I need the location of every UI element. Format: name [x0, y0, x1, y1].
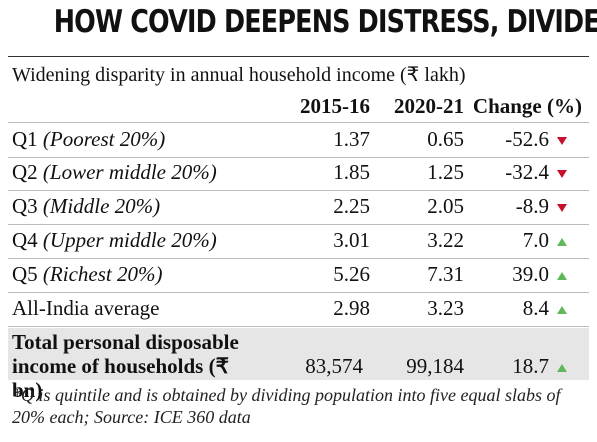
- value-cell: 3.22: [427, 228, 464, 252]
- value-cell: 7.0: [522, 228, 549, 252]
- value-cell: 8.4: [522, 296, 549, 320]
- down-arrow: [557, 137, 567, 145]
- value-cell: 3.23: [427, 296, 464, 320]
- value-cell: -32.4: [505, 160, 549, 184]
- table-row: Q5 (Richest 20%) 5.26 7.31 39.0: [8, 258, 589, 293]
- value-cell: 1.37: [333, 127, 370, 151]
- value-cell: 2.25: [333, 194, 370, 218]
- footnote: *Q is quintile and is obtained by dividi…: [12, 385, 561, 427]
- quintile: Q1: [12, 127, 38, 151]
- table-row: Q3 (Middle 20%) 2.25 2.05 -8.9: [8, 190, 589, 225]
- row-label: Q3 (Middle 20%): [12, 194, 160, 219]
- table-row: All-India average 2.98 3.23 8.4: [8, 292, 589, 327]
- up-arrow: [557, 238, 567, 246]
- rule: [8, 56, 589, 57]
- up-arrow: [557, 272, 567, 280]
- value-cell: 2.05: [427, 194, 464, 218]
- row-label: All-India average: [12, 296, 160, 321]
- group: (Lower middle 20%): [42, 160, 217, 184]
- up-arrow: [557, 364, 567, 372]
- quintile: All-India average: [12, 296, 160, 320]
- value-cell: 39.0: [512, 262, 549, 286]
- value-cell: 5.26: [333, 262, 370, 286]
- subtitle: Widening disparity in annual household i…: [12, 64, 466, 86]
- total-row: Total personal disposable income of hous…: [8, 328, 589, 402]
- table-row: Q1 (Poorest 20%) 1.37 0.65 -52.6: [8, 122, 589, 158]
- value-cell: -8.9: [515, 194, 549, 218]
- value-cell: 2.98: [333, 296, 370, 320]
- quintile: Q5: [12, 262, 38, 286]
- header-row: 2015-16 2020-21 Change (%): [8, 92, 589, 122]
- total-value: 99,184: [406, 354, 464, 378]
- table-row: Q4 (Upper middle 20%) 3.01 3.22 7.0: [8, 224, 589, 259]
- down-arrow: [557, 204, 567, 212]
- total-value: 83,574: [305, 354, 363, 378]
- row-label: Q4 (Upper middle 20%): [12, 228, 217, 253]
- row-label: Q2 (Lower middle 20%): [12, 160, 217, 185]
- row-label: Q1 (Poorest 20%): [12, 127, 165, 152]
- quintile: Q2: [12, 160, 38, 184]
- quintile: Q4: [12, 228, 38, 252]
- group: (Richest 20%): [42, 262, 163, 286]
- up-arrow: [557, 306, 567, 314]
- value-cell: -52.6: [505, 127, 549, 151]
- value-cell: 7.31: [427, 262, 464, 286]
- value-cell: 1.25: [427, 160, 464, 184]
- group: (Poorest 20%): [42, 127, 166, 151]
- column-header: 2015-16: [300, 94, 370, 118]
- value-cell: 0.65: [427, 127, 464, 151]
- group: (Middle 20%): [42, 194, 161, 218]
- quintile: Q3: [12, 194, 38, 218]
- column-header: Change (%): [472, 94, 582, 118]
- column-header: 2020-21: [394, 94, 464, 118]
- row-label: Q5 (Richest 20%): [12, 262, 162, 287]
- total-label: Total personal disposable income of hous…: [12, 330, 239, 402]
- title: HOW COVID DEEPENS DISTRESS, DIVIDE: [53, 4, 597, 40]
- total-value: 18.7: [512, 354, 549, 378]
- group: (Upper middle 20%): [42, 228, 217, 252]
- down-arrow: [557, 170, 567, 178]
- table-row: Q2 (Lower middle 20%) 1.85 1.25 -32.4: [8, 156, 589, 191]
- value-cell: 1.85: [333, 160, 370, 184]
- value-cell: 3.01: [333, 228, 370, 252]
